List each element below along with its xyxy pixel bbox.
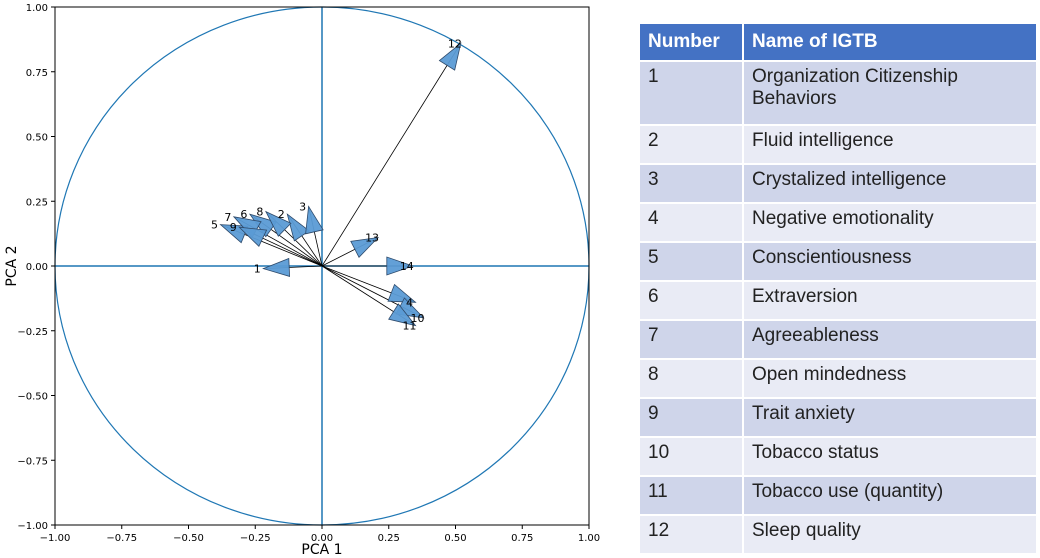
row-number: 1 <box>640 60 744 125</box>
vector-arrowhead-9 <box>238 226 268 247</box>
x-tick-label: 1.00 <box>578 533 600 544</box>
row-number: 9 <box>640 397 744 437</box>
x-tick-label: 0.25 <box>378 533 400 544</box>
table-header-row: Number Name of IGTB <box>640 24 1036 61</box>
table-row: 8 Open mindedness <box>640 358 1036 398</box>
table-row: 5 Conscientiousness <box>640 241 1036 281</box>
vector-arrowhead-14 <box>386 256 415 276</box>
vector-arrowhead-3 <box>305 205 324 235</box>
vector-arrowhead-13 <box>350 236 380 258</box>
y-tick-label: 0.75 <box>26 68 48 79</box>
x-tick-label: −0.25 <box>240 533 271 544</box>
row-number: 10 <box>640 436 744 476</box>
table-row: 12 Sleep quality <box>640 514 1036 553</box>
x-tick-label: −0.50 <box>173 533 204 544</box>
row-number: 11 <box>640 475 744 515</box>
row-name: Tobacco status <box>743 436 1036 476</box>
vector-label-5: 5 <box>211 219 218 232</box>
table-row: 9 Trait anxiety <box>640 397 1036 437</box>
row-number: 2 <box>640 124 744 164</box>
table-row: 10 Tobacco status <box>640 436 1036 476</box>
row-number: 4 <box>640 202 744 242</box>
y-tick-label: 0.50 <box>26 133 48 144</box>
vector-label-4: 4 <box>406 296 413 309</box>
vector-label-8: 8 <box>256 206 263 219</box>
x-tick-label: 0.75 <box>511 533 533 544</box>
table-row: 11 Tobacco use (quantity) <box>640 475 1036 515</box>
vector-label-13: 13 <box>365 232 379 245</box>
row-number: 5 <box>640 241 744 281</box>
table-row: 1 Organization Citizenship Behaviors <box>640 60 1036 125</box>
row-name: Extraversion <box>743 280 1036 320</box>
row-number: 6 <box>640 280 744 320</box>
vector-label-9: 9 <box>230 221 237 234</box>
table-row: 7 Agreeableness <box>640 319 1036 359</box>
vector-arrowhead-11 <box>388 303 417 327</box>
y-tick-label: 0.25 <box>26 197 48 208</box>
vector-label-14: 14 <box>400 260 414 273</box>
row-name: Crystalized intelligence <box>743 163 1036 203</box>
vector-label-6: 6 <box>240 208 247 221</box>
row-name: Negative emotionality <box>743 202 1036 242</box>
vector-label-12: 12 <box>448 37 462 50</box>
y-tick-label: −0.25 <box>17 327 48 338</box>
igtb-legend-table: Number Name of IGTB 1 Organization Citiz… <box>640 24 1036 553</box>
row-number: 8 <box>640 358 744 398</box>
row-name: Agreeableness <box>743 319 1036 359</box>
y-axis-title: PCA 2 <box>4 245 20 286</box>
vector-arrowhead-4 <box>387 283 417 303</box>
table-row: 4 Negative emotionality <box>640 202 1036 242</box>
row-name: Trait anxiety <box>743 397 1036 437</box>
row-number: 7 <box>640 319 744 359</box>
row-number: 12 <box>640 514 744 553</box>
vector-arrowhead-2 <box>286 213 310 242</box>
y-tick-label: −0.50 <box>17 392 48 403</box>
x-tick-label: 0.00 <box>311 533 333 544</box>
header-name: Name of IGTB <box>743 24 1036 61</box>
y-tick-label: 0.00 <box>26 262 48 273</box>
table-row: 3 Crystalized intelligence <box>640 163 1036 203</box>
vector-arrowhead-12 <box>438 42 462 71</box>
x-tick-label: −0.75 <box>106 533 137 544</box>
row-name: Conscientiousness <box>743 241 1036 281</box>
table-row: 2 Fluid intelligence <box>640 124 1036 164</box>
row-name: Open mindedness <box>743 358 1036 398</box>
row-name: Fluid intelligence <box>743 124 1036 164</box>
vector-line-12 <box>321 43 462 267</box>
row-number: 3 <box>640 163 744 203</box>
y-tick-label: −0.75 <box>17 456 48 467</box>
x-tick-label: −1.00 <box>40 533 71 544</box>
vector-label-3: 3 <box>299 200 306 213</box>
y-tick-label: 1.00 <box>26 3 48 14</box>
vector-arrowhead-8 <box>265 210 292 237</box>
vector-label-7: 7 <box>224 211 231 224</box>
x-axis-title: PCA 1 <box>301 542 342 558</box>
vector-arrowhead-1 <box>262 257 291 277</box>
table-row: 6 Extraversion <box>640 280 1036 320</box>
header-number: Number <box>640 24 744 61</box>
vector-label-2: 2 <box>278 208 285 221</box>
x-tick-label: 0.50 <box>444 533 466 544</box>
row-name: Organization Citizenship Behaviors <box>743 60 1036 125</box>
y-tick-label: −1.00 <box>17 521 48 532</box>
vector-label-1: 1 <box>254 263 261 276</box>
vector-label-10: 10 <box>410 312 424 325</box>
row-name: Sleep quality <box>743 514 1036 553</box>
row-name: Tobacco use (quantity) <box>743 475 1036 515</box>
vector-label-11: 11 <box>402 320 416 333</box>
